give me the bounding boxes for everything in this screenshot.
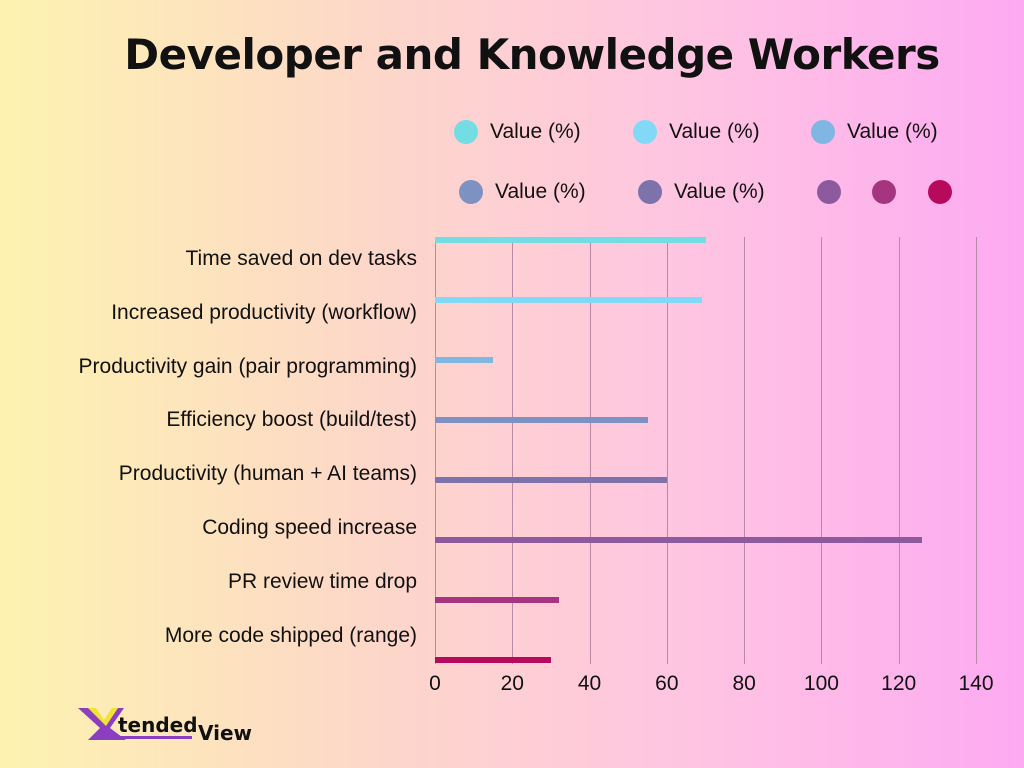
category-label: PR review time drop	[227, 569, 417, 593]
bar	[435, 657, 551, 663]
gridline	[589, 237, 591, 664]
legend-item: Value (%)	[811, 120, 938, 144]
legend-item: Value (%)	[459, 180, 586, 204]
legend-swatch	[638, 180, 662, 204]
legend-swatch	[633, 120, 657, 144]
x-tick-label: 80	[732, 672, 756, 695]
legend-item: Value (%)	[633, 120, 760, 144]
legend-item	[872, 180, 908, 204]
xtendedview-logo: tended View	[78, 708, 252, 744]
bar	[435, 417, 648, 423]
legend-item	[928, 180, 964, 204]
gridline	[435, 237, 436, 664]
legend-label: Value (%)	[495, 180, 586, 203]
category-label: More code shipped (range)	[164, 623, 417, 647]
gridline	[976, 237, 977, 664]
bar	[435, 597, 559, 603]
legend-swatch	[811, 120, 835, 144]
bar	[435, 477, 667, 483]
x-tick-label: 120	[881, 672, 917, 695]
x-tick-label: 140	[958, 672, 994, 695]
x-tick-label: 60	[655, 672, 679, 695]
legend-item: Value (%)	[638, 180, 765, 204]
category-label: Productivity gain (pair programming)	[78, 354, 417, 378]
gridline	[898, 237, 900, 664]
bar	[435, 237, 706, 243]
x-tick-label: 40	[577, 672, 602, 695]
svg-text:tended: tended	[118, 713, 198, 737]
legend-label: Value (%)	[490, 120, 581, 143]
category-label: Increased productivity (workflow)	[111, 300, 417, 324]
category-label: Efficiency boost (build/test)	[166, 408, 417, 432]
x-tick-label: 0	[429, 672, 441, 695]
legend-swatch	[928, 180, 952, 204]
bar	[435, 357, 493, 363]
bar	[435, 297, 702, 303]
category-label: Coding speed increase	[202, 516, 417, 539]
legend-swatch	[459, 180, 483, 204]
legend-item	[817, 180, 853, 204]
legend-label: Value (%)	[669, 120, 760, 143]
x-tick-label: 20	[500, 672, 524, 695]
legend-swatch	[454, 120, 478, 144]
legend-label: Value (%)	[847, 120, 938, 143]
category-label: Time saved on dev tasks	[185, 247, 418, 270]
chart-title: Developer and Knowledge Workers	[124, 30, 940, 79]
legend-swatch	[872, 180, 896, 204]
gridline	[666, 237, 668, 664]
gridline	[744, 237, 746, 664]
gridline	[821, 237, 823, 664]
legend-item: Value (%)	[454, 120, 581, 144]
category-label: Productivity (human + AI teams)	[118, 462, 417, 486]
gridline	[512, 237, 514, 664]
svg-text:View: View	[198, 721, 252, 744]
x-tick-label: 100	[803, 672, 839, 695]
legend-label: Value (%)	[674, 180, 765, 203]
legend-swatch	[817, 180, 841, 204]
bar	[435, 537, 922, 543]
